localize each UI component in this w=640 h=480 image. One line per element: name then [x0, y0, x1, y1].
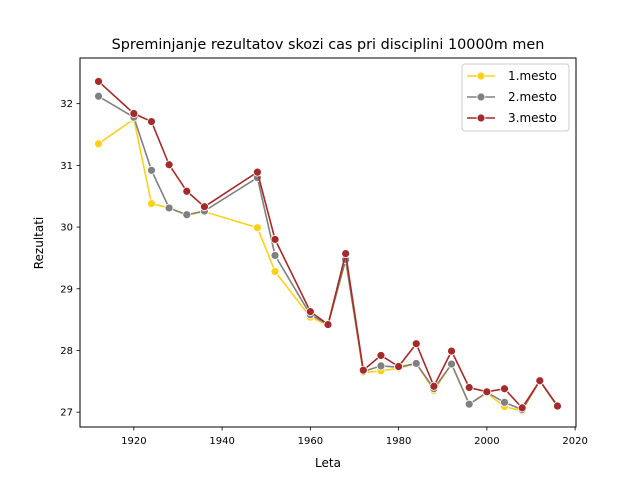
legend-item: 2.mesto	[467, 90, 557, 104]
data-point	[429, 381, 439, 391]
x-axis-label: Leta	[315, 456, 341, 470]
data-point	[323, 320, 333, 329]
data-point	[464, 399, 474, 409]
data-point	[270, 267, 280, 276]
data-point	[252, 167, 262, 177]
data-point	[270, 251, 280, 260]
data-point	[164, 160, 174, 170]
data-point	[270, 235, 280, 244]
data-point	[147, 199, 156, 209]
x-tick-label: 1980	[386, 436, 411, 447]
x-axis: 1920 1940 1960 1980 2000 2020	[121, 427, 588, 447]
data-point	[182, 210, 192, 220]
data-point	[94, 77, 103, 86]
data-point	[553, 401, 562, 411]
legend-label: 1.mesto	[508, 69, 557, 83]
x-tick-label: 1940	[209, 436, 234, 447]
data-point	[464, 383, 474, 392]
y-tick-label: 31	[60, 161, 73, 172]
data-point	[394, 362, 404, 371]
data-point	[147, 117, 156, 126]
legend: 1.mesto 2.mesto 3.mesto	[461, 63, 570, 132]
legend-item: 1.mesto	[467, 69, 557, 83]
y-tick-label: 30	[60, 223, 73, 234]
series-2	[94, 91, 562, 415]
y-axis: 27 28 29 30 31 32	[60, 99, 80, 419]
legend-marker	[476, 92, 486, 102]
data-point	[200, 202, 209, 212]
data-point	[182, 186, 192, 196]
legend-marker	[476, 113, 486, 123]
chart-title: Spreminjanje rezultatov skozi cas pri di…	[112, 37, 545, 53]
legend-box	[461, 63, 570, 132]
data-point	[411, 339, 421, 349]
x-tick-label: 1960	[298, 436, 323, 447]
data-point	[341, 249, 351, 259]
legend-label: 3.mesto	[508, 111, 557, 125]
y-tick-label: 27	[60, 408, 73, 419]
data-point	[535, 376, 545, 386]
plot-area	[94, 77, 562, 416]
data-point	[482, 387, 492, 397]
plot-frame	[79, 57, 577, 428]
data-point	[94, 139, 103, 149]
x-tick-label: 2020	[562, 436, 587, 447]
series-1	[94, 114, 562, 416]
legend-label: 2.mesto	[508, 90, 557, 104]
x-tick-label: 1920	[121, 436, 146, 447]
data-point	[94, 91, 103, 101]
data-point	[252, 223, 262, 233]
y-tick-label: 28	[60, 346, 73, 357]
y-tick-label: 29	[60, 284, 73, 295]
data-point	[147, 165, 156, 175]
data-point	[500, 384, 509, 394]
series-line	[98, 95, 559, 411]
series-3	[94, 77, 562, 413]
y-tick-label: 32	[60, 99, 73, 110]
data-point	[411, 359, 421, 368]
data-point	[376, 361, 386, 371]
data-point	[517, 403, 527, 413]
data-point	[129, 109, 139, 118]
data-point	[500, 397, 509, 407]
x-tick-label: 2000	[474, 436, 499, 447]
data-point	[376, 351, 386, 360]
data-point	[305, 307, 315, 317]
y-axis-label: Rezultati	[32, 217, 46, 270]
data-point	[164, 203, 174, 213]
legend-marker	[476, 71, 486, 81]
data-point	[447, 346, 456, 356]
data-point	[358, 365, 368, 375]
legend-item: 3.mesto	[467, 111, 557, 125]
data-point	[447, 359, 456, 369]
